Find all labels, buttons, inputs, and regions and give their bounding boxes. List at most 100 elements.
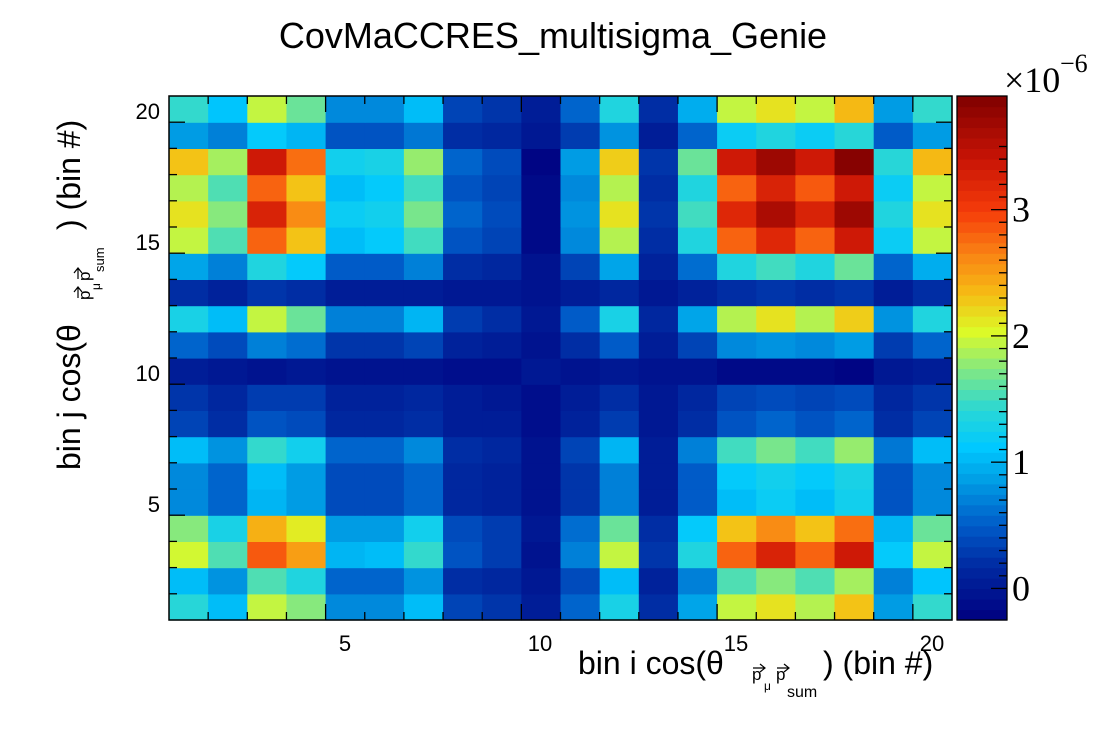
heatmap-cell-5-10 xyxy=(325,358,366,385)
heatmap-cell-7-8 xyxy=(403,410,444,438)
heatmap-cell-17-12 xyxy=(795,305,836,333)
heatmap-cell-14-6 xyxy=(677,462,718,490)
heatmap-cell-1-14 xyxy=(169,253,209,280)
heatmap-cell-15-1 xyxy=(717,593,757,621)
heatmap-cell-17-15 xyxy=(795,227,836,254)
heatmap-cell-13-5 xyxy=(638,489,679,516)
heatmap-cell-12-11 xyxy=(599,331,640,359)
heatmap-cell-3-4 xyxy=(247,515,288,542)
heatmap-cell-9-18 xyxy=(482,148,522,176)
heatmap-cell-5-8 xyxy=(325,410,366,438)
heatmap-cell-16-3 xyxy=(756,541,796,569)
heatmap-cell-20-16 xyxy=(912,200,953,228)
heatmap-cell-19-14 xyxy=(873,253,914,280)
heatmap-cell-4-15 xyxy=(286,227,327,254)
heatmap-cell-4-10 xyxy=(286,358,327,385)
heatmap-cell-17-16 xyxy=(795,200,836,228)
heatmap-cell-14-16 xyxy=(677,200,718,228)
heatmap-cell-12-4 xyxy=(599,515,640,542)
heatmap-cell-1-1 xyxy=(169,593,209,621)
heatmap-cell-10-14 xyxy=(521,253,562,280)
heatmap-cell-5-9 xyxy=(325,384,366,411)
heatmap-cell-5-12 xyxy=(325,305,366,333)
heatmap-cell-3-1 xyxy=(247,593,288,621)
heatmap-cell-18-7 xyxy=(834,436,875,464)
heatmap-cell-19-5 xyxy=(873,489,914,516)
heatmap-cell-4-20 xyxy=(286,96,327,123)
heatmap-cell-20-14 xyxy=(912,253,953,280)
heatmap-cell-6-19 xyxy=(364,122,405,149)
color-scale-segment xyxy=(957,253,1007,265)
heatmap-cell-8-7 xyxy=(443,436,483,464)
heatmap-cell-11-14 xyxy=(560,253,601,280)
color-scale-segment xyxy=(957,420,1007,432)
color-scale-segment xyxy=(957,504,1007,516)
heatmap-cell-4-2 xyxy=(286,567,327,595)
heatmap-cell-15-13 xyxy=(717,279,757,307)
heatmap-cell-12-15 xyxy=(599,227,640,254)
heatmap-cell-17-2 xyxy=(795,567,836,595)
heatmap-cell-1-15 xyxy=(169,227,209,254)
heatmap-cell-11-10 xyxy=(560,358,601,385)
heatmap-cell-8-12 xyxy=(443,305,483,333)
heatmap-cell-16-15 xyxy=(756,227,796,254)
heatmap-cell-6-8 xyxy=(364,410,405,438)
heatmap-cell-5-3 xyxy=(325,541,366,569)
heatmap-cell-10-5 xyxy=(521,489,562,516)
heatmap-cell-16-10 xyxy=(756,358,796,385)
y-axis-sub-p2: p xyxy=(75,272,94,281)
heatmap-cell-7-19 xyxy=(403,122,444,149)
heatmap-cell-1-3 xyxy=(169,541,209,569)
heatmap-cell-14-18 xyxy=(677,148,718,176)
heatmap-cell-18-4 xyxy=(834,515,875,542)
heatmap-cell-17-6 xyxy=(795,462,836,490)
y-tick-label-10: 10 xyxy=(136,361,160,386)
heatmap-cell-9-4 xyxy=(482,515,522,542)
heatmap-cell-10-7 xyxy=(521,436,562,464)
heatmap-cell-20-5 xyxy=(912,489,953,516)
color-scale-bar xyxy=(957,96,1007,621)
heatmap-cell-2-5 xyxy=(208,489,248,516)
heatmap-cell-5-17 xyxy=(325,174,366,202)
heatmap-cell-11-15 xyxy=(560,227,601,254)
heatmap-cell-20-17 xyxy=(912,174,953,202)
color-scale-segment xyxy=(957,494,1007,506)
heatmap-cell-2-19 xyxy=(208,122,248,149)
heatmap-cell-14-19 xyxy=(677,122,718,149)
heatmap-cell-3-17 xyxy=(247,174,288,202)
heatmap-cell-7-11 xyxy=(403,331,444,359)
heatmap-cell-10-16 xyxy=(521,200,562,228)
heatmap-cell-13-7 xyxy=(638,436,679,464)
x-axis-sub-sum: sum xyxy=(787,684,817,701)
heatmap-cell-18-18 xyxy=(834,148,875,176)
heatmap-cell-6-6 xyxy=(364,462,405,490)
color-scale-segment xyxy=(957,211,1007,223)
heatmap-cell-20-8 xyxy=(912,410,953,438)
heatmap-cell-4-7 xyxy=(286,436,327,464)
heatmap-cell-13-17 xyxy=(638,174,679,202)
heatmap-cell-8-13 xyxy=(443,279,483,307)
heatmap-cell-17-1 xyxy=(795,593,836,621)
heatmap-cell-8-10 xyxy=(443,358,483,385)
heatmap-cell-18-1 xyxy=(834,593,875,621)
heatmap-cell-18-17 xyxy=(834,174,875,202)
heatmap-cell-19-10 xyxy=(873,358,914,385)
heatmap-cell-8-6 xyxy=(443,462,483,490)
heatmap-cell-2-14 xyxy=(208,253,248,280)
color-scale-segment xyxy=(957,337,1007,349)
heatmap-cell-18-6 xyxy=(834,462,875,490)
heatmap-cell-2-20 xyxy=(208,96,248,123)
heatmap-cell-6-12 xyxy=(364,305,405,333)
heatmap-cell-7-16 xyxy=(403,200,444,228)
heatmap-cell-20-7 xyxy=(912,436,953,464)
heatmap-cell-3-6 xyxy=(247,462,288,490)
heatmap-cell-1-16 xyxy=(169,200,209,228)
heatmap-cell-8-3 xyxy=(443,541,483,569)
heatmap-cell-14-5 xyxy=(677,489,718,516)
heatmap-cell-13-8 xyxy=(638,410,679,438)
color-scale-segment xyxy=(957,378,1007,391)
heatmap-cell-1-9 xyxy=(169,384,209,411)
heatmap-cell-12-13 xyxy=(599,279,640,307)
heatmap-cell-9-9 xyxy=(482,384,522,411)
heatmap-cell-12-17 xyxy=(599,174,640,202)
